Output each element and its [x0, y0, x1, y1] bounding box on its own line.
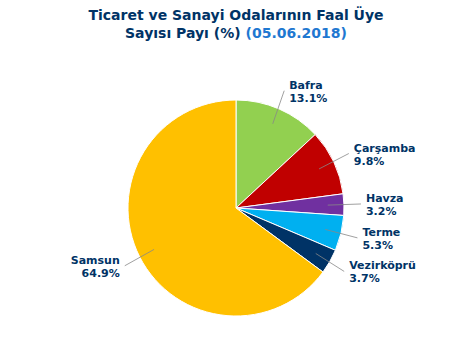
chart-container: Ticaret ve Sanayi Odalarının Faal Üye Say… [0, 0, 472, 355]
title-line: Ticaret ve Sanayi Odalarının Faal Üye [88, 6, 383, 23]
title-line: Sayısı Payı (%) [125, 25, 241, 41]
connector [273, 91, 284, 124]
data-labels: Bafra13.1% Çarşamba9.8% Havza3.2% Terme5.3%… [71, 79, 416, 286]
value-label: 5.3% [362, 239, 393, 252]
value-label: 13.1% [289, 92, 327, 105]
slice-label: Vezirköprü [349, 259, 416, 272]
slice-label: Terme [362, 226, 400, 239]
chart: Ticaret ve Sanayi Odalarının Faal Üye Say… [0, 0, 472, 355]
value-label: 64.9% [82, 267, 120, 280]
slice-label: Bafra [289, 79, 322, 92]
slice-label: Çarşamba [354, 142, 416, 155]
title: Ticaret ve Sanayi Odalarının Faal Üye Say… [88, 6, 383, 41]
pie-slice [128, 100, 323, 316]
connector [316, 253, 344, 271]
slices [128, 100, 344, 316]
value-label: 3.2% [366, 205, 397, 218]
value-label: 9.8% [354, 155, 385, 168]
connector [319, 154, 349, 169]
value-label: 3.7% [349, 272, 380, 285]
slice-label: Samsun [71, 254, 120, 267]
slice-label: Havza [366, 192, 404, 205]
connector [125, 249, 154, 265]
connector [325, 229, 357, 237]
connector [328, 204, 361, 205]
subtitle: (05.06.2018) [246, 25, 347, 41]
